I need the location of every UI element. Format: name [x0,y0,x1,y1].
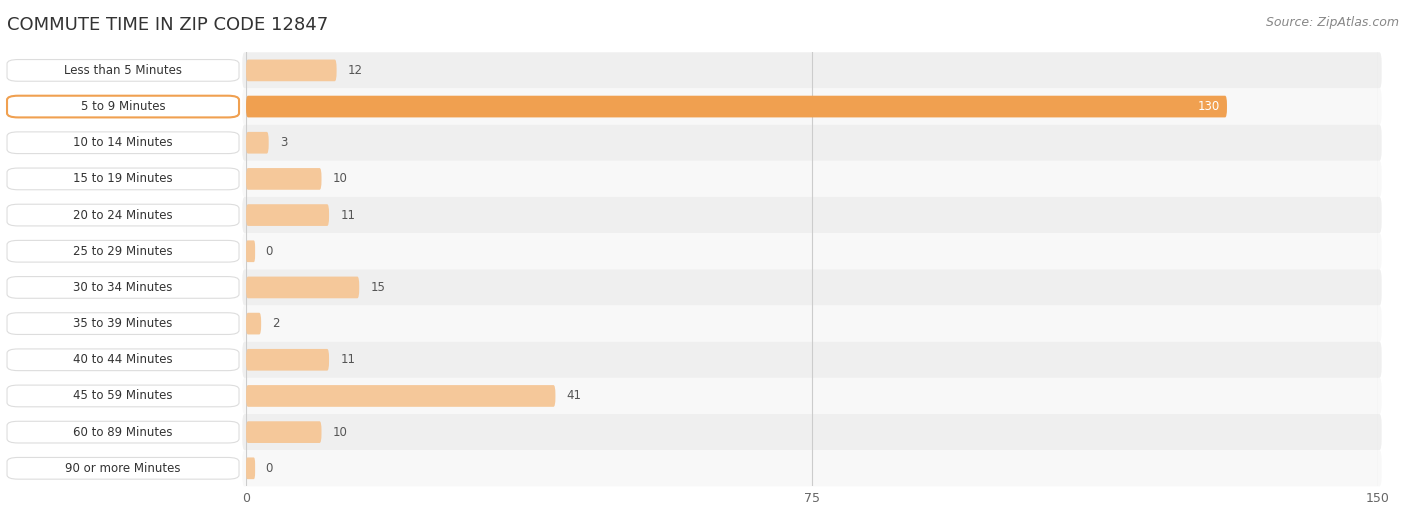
FancyBboxPatch shape [242,52,1382,88]
FancyBboxPatch shape [242,378,1382,414]
Text: 5 to 9 Minutes: 5 to 9 Minutes [80,100,166,113]
FancyBboxPatch shape [242,269,1382,305]
Text: 0: 0 [264,245,273,258]
Text: 45 to 59 Minutes: 45 to 59 Minutes [73,390,173,403]
FancyBboxPatch shape [246,277,359,298]
FancyBboxPatch shape [246,385,555,407]
Text: 30 to 34 Minutes: 30 to 34 Minutes [73,281,173,294]
Text: 2: 2 [273,317,280,330]
Text: Source: ZipAtlas.com: Source: ZipAtlas.com [1265,16,1399,29]
FancyBboxPatch shape [242,161,1382,197]
Text: Less than 5 Minutes: Less than 5 Minutes [65,64,181,77]
Text: 15: 15 [371,281,385,294]
Text: 11: 11 [340,209,356,222]
FancyBboxPatch shape [242,342,1382,378]
Text: 0: 0 [264,462,273,475]
FancyBboxPatch shape [242,233,1382,269]
FancyBboxPatch shape [246,204,329,226]
Text: 35 to 39 Minutes: 35 to 39 Minutes [73,317,173,330]
FancyBboxPatch shape [246,349,329,371]
Text: 130: 130 [1197,100,1219,113]
Text: 3: 3 [280,136,287,149]
Text: 15 to 19 Minutes: 15 to 19 Minutes [73,173,173,186]
FancyBboxPatch shape [246,96,1227,118]
FancyBboxPatch shape [242,197,1382,233]
FancyBboxPatch shape [246,132,269,154]
Text: 10 to 14 Minutes: 10 to 14 Minutes [73,136,173,149]
Text: 25 to 29 Minutes: 25 to 29 Minutes [73,245,173,258]
FancyBboxPatch shape [246,60,336,81]
FancyBboxPatch shape [246,241,254,262]
FancyBboxPatch shape [246,168,322,190]
FancyBboxPatch shape [242,414,1382,450]
Text: 90 or more Minutes: 90 or more Minutes [65,462,181,475]
FancyBboxPatch shape [242,450,1382,486]
FancyBboxPatch shape [246,458,254,479]
Text: 40 to 44 Minutes: 40 to 44 Minutes [73,353,173,366]
FancyBboxPatch shape [242,88,1382,124]
FancyBboxPatch shape [246,422,322,443]
Text: 10: 10 [333,173,347,186]
Text: 41: 41 [567,390,582,403]
Text: 60 to 89 Minutes: 60 to 89 Minutes [73,426,173,439]
FancyBboxPatch shape [242,124,1382,161]
FancyBboxPatch shape [246,313,262,335]
Text: 12: 12 [347,64,363,77]
Text: 10: 10 [333,426,347,439]
FancyBboxPatch shape [242,305,1382,342]
Text: 20 to 24 Minutes: 20 to 24 Minutes [73,209,173,222]
Text: 11: 11 [340,353,356,366]
Text: COMMUTE TIME IN ZIP CODE 12847: COMMUTE TIME IN ZIP CODE 12847 [7,16,328,33]
